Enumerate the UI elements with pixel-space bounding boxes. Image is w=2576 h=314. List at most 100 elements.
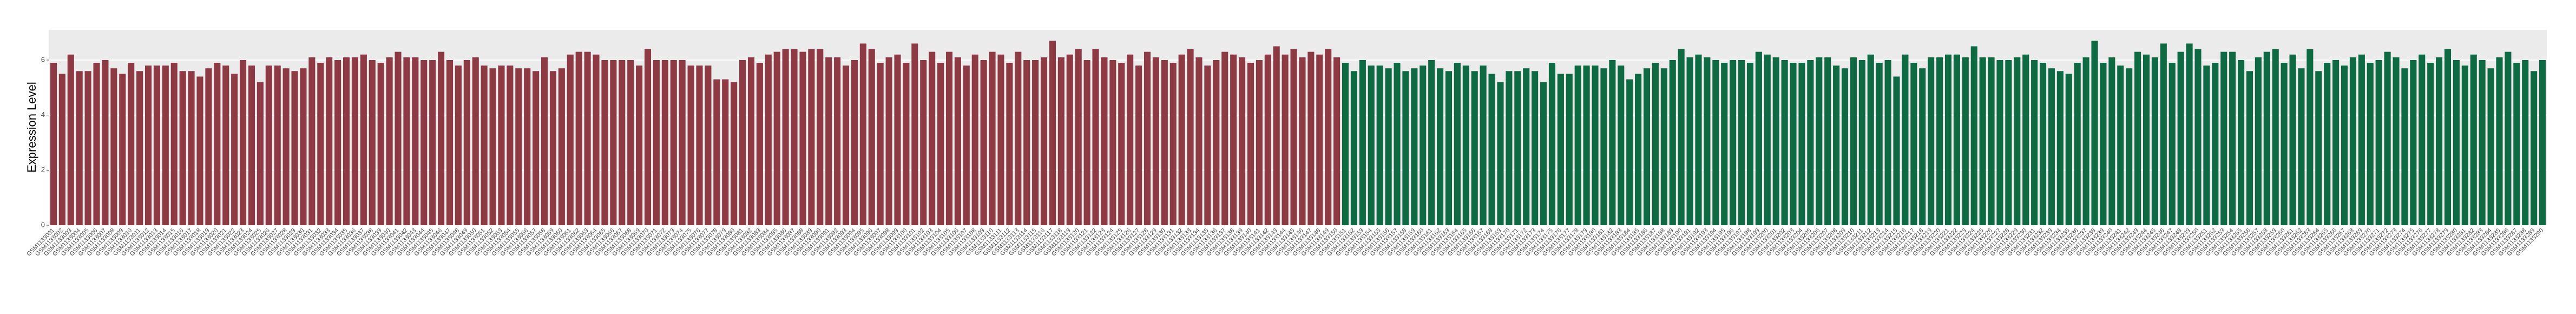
bar (2315, 71, 2322, 225)
bar (1454, 63, 1461, 225)
bar (2531, 71, 2538, 225)
bar (2453, 60, 2460, 226)
bar (2255, 57, 2262, 226)
bar (222, 66, 229, 225)
bar (257, 82, 264, 225)
bar (351, 57, 358, 226)
bar (2401, 68, 2408, 225)
y-tick-label: 2 (41, 166, 45, 174)
bar (2479, 60, 2486, 226)
bar (1437, 68, 1444, 225)
bar (395, 51, 402, 225)
bar (300, 68, 307, 225)
bar (179, 71, 186, 225)
bar (343, 57, 350, 226)
bar (1299, 57, 1306, 226)
bar (1514, 71, 1521, 225)
bar (954, 57, 961, 226)
bar (2203, 66, 2210, 225)
bar (2487, 68, 2494, 225)
bar (2436, 57, 2443, 226)
bar (2134, 51, 2141, 225)
bar (1523, 68, 1530, 225)
bar (541, 57, 548, 226)
y-tick-label: 0 (41, 220, 45, 228)
bar (1333, 57, 1340, 226)
bar (1592, 66, 1599, 225)
bar (549, 71, 557, 225)
bar (1264, 54, 1271, 226)
bar (1368, 66, 1375, 225)
bar (1755, 51, 1762, 225)
bar (50, 63, 57, 225)
y-axis-label: Expression Level (25, 82, 38, 173)
bar (2117, 66, 2124, 225)
bar (2108, 57, 2115, 226)
bar (2143, 54, 2150, 226)
bar (2151, 57, 2158, 226)
bar (1962, 57, 1969, 226)
bar (2289, 54, 2296, 226)
bar (1152, 57, 1159, 226)
bar (2126, 68, 2133, 225)
bar (1402, 71, 1409, 225)
bar (2091, 41, 2098, 226)
bar (1497, 82, 1504, 225)
bar (162, 66, 169, 225)
bar (610, 60, 617, 226)
bar (877, 63, 884, 225)
bar (308, 57, 316, 226)
bar (2375, 60, 2382, 226)
bar (989, 51, 996, 225)
bar (2263, 51, 2270, 225)
bar (1695, 54, 1702, 226)
bar (1239, 57, 1246, 226)
bar (2272, 49, 2279, 225)
bar (2539, 60, 2546, 226)
bar (1221, 51, 1228, 225)
bar (1247, 63, 1254, 225)
bar (1824, 57, 1831, 226)
bar (1781, 60, 1788, 226)
bar (817, 49, 824, 225)
bar (696, 66, 703, 225)
bar (2014, 57, 2021, 226)
bar (1376, 66, 1383, 225)
bar (2022, 54, 2029, 226)
bar (1936, 57, 1943, 226)
bar (894, 54, 901, 226)
bar (403, 57, 410, 226)
bar (170, 63, 178, 225)
bar (1316, 54, 1323, 226)
bar (1712, 60, 1719, 226)
bar (1979, 57, 1986, 226)
bar (2065, 74, 2072, 225)
bar (593, 54, 600, 226)
bar (1772, 57, 1779, 226)
bar (2168, 63, 2176, 225)
bar (963, 66, 970, 225)
bar (2332, 60, 2340, 226)
bar (128, 63, 135, 225)
bar (627, 60, 634, 226)
bar (1169, 63, 1177, 225)
bar (2005, 60, 2012, 226)
bar (1841, 68, 1849, 225)
bar (1118, 63, 1125, 225)
bar (1557, 74, 1564, 225)
bar (1290, 49, 1297, 225)
bar (2461, 66, 2468, 225)
bar (2522, 60, 2529, 226)
bar (1884, 60, 1891, 226)
bar (1798, 63, 1805, 225)
bar (2074, 63, 2081, 225)
bar (825, 57, 832, 226)
bar (937, 63, 944, 225)
bar (240, 60, 247, 226)
bar (507, 66, 514, 225)
bar (1075, 49, 1082, 225)
bar (102, 60, 109, 226)
bar (2281, 63, 2288, 225)
